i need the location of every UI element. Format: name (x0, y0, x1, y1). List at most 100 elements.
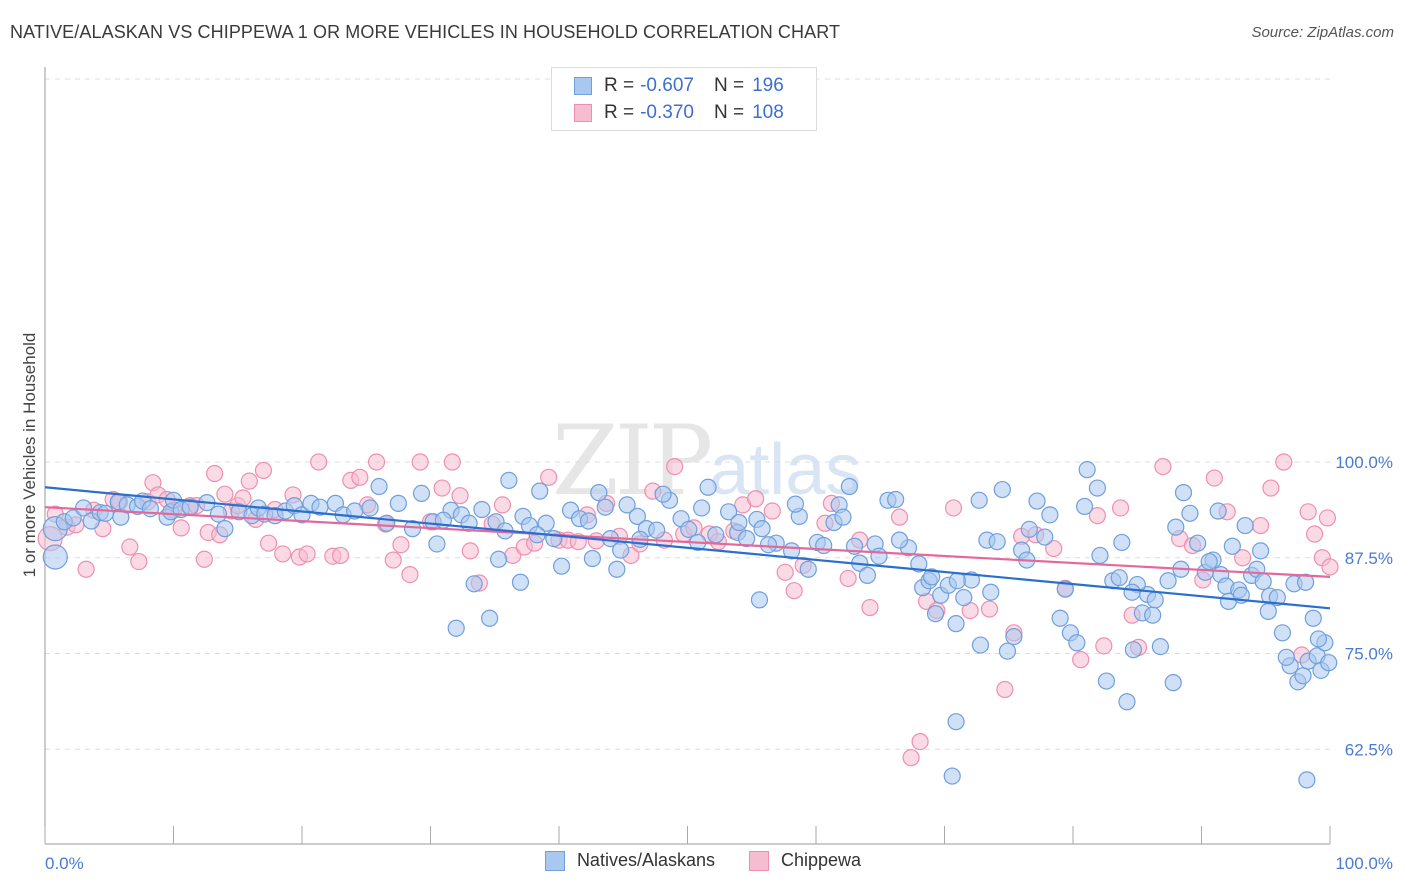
native-point (923, 568, 941, 586)
chippewa-point (310, 453, 328, 471)
native-point (1298, 771, 1316, 789)
native-point (531, 482, 549, 500)
chippewa-point (776, 563, 794, 581)
native-point (1028, 492, 1046, 510)
chippewa-point (1252, 516, 1270, 535)
native-point (1273, 624, 1292, 642)
native-point (1051, 609, 1069, 627)
chippewa-point (240, 472, 258, 490)
native-point (1091, 546, 1109, 565)
chippewa-point (1305, 525, 1324, 543)
native-point (511, 573, 530, 591)
chippewa-point (1111, 499, 1130, 517)
chippewa-point (172, 519, 190, 537)
chippewa-point (980, 600, 999, 618)
native-point (998, 642, 1017, 660)
native-point (1200, 552, 1218, 571)
chippewa-point (259, 534, 278, 552)
native-point (699, 478, 717, 496)
native-point (1041, 506, 1059, 524)
native-point (1309, 630, 1328, 648)
native-point (648, 521, 666, 539)
native-point (389, 494, 407, 512)
native-point (628, 507, 646, 525)
chippewa-swatch (574, 104, 592, 122)
native-point (1223, 537, 1241, 555)
chippewa-point (351, 468, 369, 486)
native-point (545, 529, 563, 548)
n-label: N = (713, 75, 745, 96)
x-tick-label: 100.0% (1335, 854, 1393, 873)
chippewa-point (747, 490, 765, 508)
native-point (1123, 583, 1141, 601)
legend-item-chippewa[interactable]: Chippewa (749, 850, 861, 871)
r-value: -0.370 (640, 102, 694, 123)
native-trend-line (44, 486, 1331, 610)
native-point (1088, 479, 1107, 497)
native-point (1124, 641, 1142, 659)
native-point (707, 526, 725, 544)
native-point (428, 535, 446, 553)
native-point (216, 520, 234, 538)
native-point (1167, 518, 1185, 536)
legend-item-natives[interactable]: Natives/Alaskans (544, 850, 715, 871)
chippewa-point (493, 496, 512, 514)
native-point (447, 619, 465, 637)
native-point (612, 541, 630, 559)
natives-swatch (574, 77, 592, 95)
chippewa-point (911, 732, 929, 751)
native-point (1181, 504, 1199, 522)
n-value: 196 (752, 75, 784, 96)
native-point (887, 490, 905, 509)
chippewa-point (1072, 651, 1090, 669)
native-point (1146, 591, 1164, 609)
native-point (970, 491, 988, 509)
chippewa-point (944, 499, 963, 517)
native-point (1159, 572, 1177, 590)
native-point (465, 575, 483, 593)
chippewa-point (216, 485, 234, 503)
native-point (1005, 628, 1023, 646)
chippewa-point (1088, 507, 1107, 525)
chippewa-point (130, 552, 148, 571)
native-point (947, 713, 965, 731)
chippewa-point (392, 536, 410, 554)
natives-legend-swatch (544, 850, 565, 871)
native-point (955, 588, 973, 607)
native-point (1151, 638, 1169, 656)
native-point (799, 560, 817, 578)
native-point (42, 544, 68, 570)
native-point (971, 636, 990, 654)
native-point (1236, 516, 1254, 535)
chippewa-point (861, 598, 879, 617)
native-point (64, 509, 82, 527)
chippewa-point (1154, 457, 1172, 476)
chippewa-point (274, 545, 292, 563)
chippewa-legend-swatch (749, 850, 769, 871)
chippewa-point (540, 468, 558, 486)
chippewa-point (206, 464, 224, 483)
native-point (926, 605, 945, 623)
r-value: -0.607 (640, 75, 694, 96)
native-point (378, 514, 396, 532)
chippewa-point (1234, 549, 1252, 567)
chippewa-point (195, 550, 213, 568)
native-point (1097, 672, 1116, 690)
native-point (680, 520, 698, 539)
native-point (858, 566, 877, 584)
native-point (750, 591, 769, 609)
native-point (490, 550, 508, 568)
native-point (1209, 502, 1227, 520)
y-tick-label: 100.0% (1335, 453, 1393, 472)
chippewa-point (443, 453, 461, 471)
native-point (412, 484, 431, 503)
chippewa-point (461, 542, 479, 560)
native-point (738, 529, 756, 548)
chippewa-point (121, 538, 139, 556)
chippewa-point (839, 569, 857, 588)
native-point (1296, 573, 1315, 591)
chippewa-point (411, 453, 429, 471)
native-point (500, 471, 518, 489)
n-value: 108 (752, 102, 784, 123)
native-point (993, 480, 1011, 499)
